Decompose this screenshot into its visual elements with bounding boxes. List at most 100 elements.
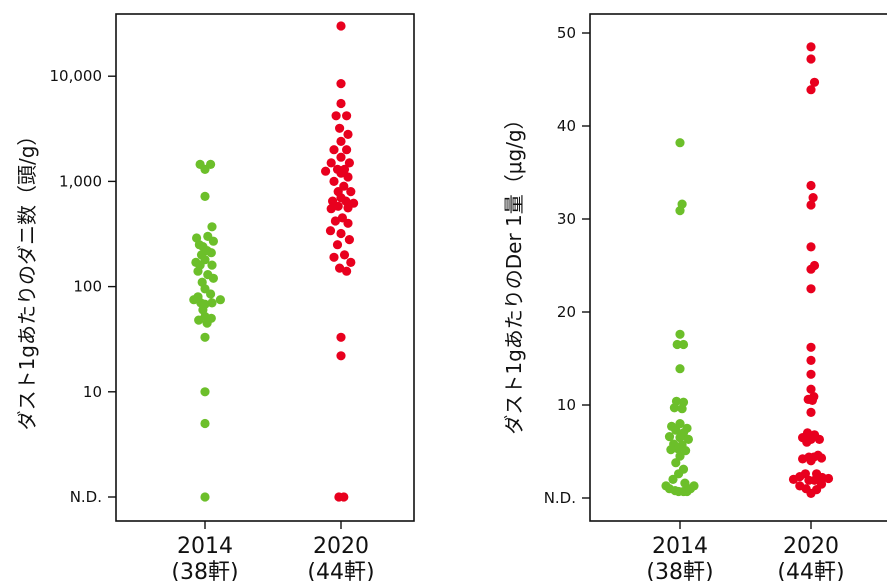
chart1-series1-point-4 xyxy=(207,222,217,232)
chart1-series1-point-34 xyxy=(200,332,210,342)
chart2-series2-point-23 xyxy=(814,434,825,444)
chart2-series2-point-24 xyxy=(802,437,812,447)
chart1-series1-point-11 xyxy=(206,248,216,258)
chart2-series2-point-5 xyxy=(808,193,818,203)
chart2-series1-point-18 xyxy=(683,434,694,444)
chart2-series2-point-2 xyxy=(809,77,820,87)
chart1-series2-point-16 xyxy=(336,168,346,178)
chart1-series1-point-32 xyxy=(194,315,204,325)
chart1-series2-point-40 xyxy=(342,266,352,276)
chart1-series2-point-6 xyxy=(343,129,353,139)
chart1-series2-point-9 xyxy=(342,145,352,155)
chart1-series2-point-15 xyxy=(321,166,331,176)
chart1-series1-point-22 xyxy=(206,289,216,299)
chart2-series2-point-12 xyxy=(806,355,816,365)
chart2-series1-point-28 xyxy=(668,474,678,484)
chart1-series2-point-35 xyxy=(332,240,343,250)
chart1-ytick-label-2: 100 xyxy=(73,278,102,296)
chart2-category-count-0: (38軒) xyxy=(646,560,713,581)
chart2-series1-point-36 xyxy=(674,486,684,497)
chart1-series2-point-41 xyxy=(336,332,346,342)
chart1-ytick-label-4: 10,000 xyxy=(50,67,103,85)
chart2-series2-point-14 xyxy=(806,384,816,394)
chart1-series2-point-32 xyxy=(325,226,336,236)
chart1-series2-point-5 xyxy=(335,123,345,133)
chart1-series2-point-27 xyxy=(343,203,353,213)
chart1-ytick-label-1: 10 xyxy=(83,383,102,401)
chart1-series2-point-0 xyxy=(336,21,346,31)
chart2-series2-point-18 xyxy=(806,407,816,417)
chart1-series1-point-37 xyxy=(200,492,210,502)
chart2-series2-point-3 xyxy=(806,85,816,95)
chart1-series1-point-3 xyxy=(200,191,210,201)
chart1-series1-point-7 xyxy=(208,236,218,246)
chart2-series1-point-24 xyxy=(675,451,685,461)
chart2-series1-point-11 xyxy=(675,419,685,429)
chart2-series1-point-29 xyxy=(680,478,690,488)
chart2-series2-point-0 xyxy=(806,42,816,52)
chart1-series2-point-3 xyxy=(331,111,341,121)
chart1-series2-point-21 xyxy=(346,187,356,197)
chart1-series1-point-27 xyxy=(207,298,217,308)
chart2-series1-point-16 xyxy=(664,432,675,442)
chart1-series2-point-36 xyxy=(339,250,350,260)
chart1-y-axis-label: ダスト1gあたりのダニ数（頭/g） xyxy=(15,126,39,431)
chart2-series1-point-37 xyxy=(682,486,692,497)
chart2-plot-frame xyxy=(589,13,887,522)
chart2-series2-point-13 xyxy=(806,369,816,379)
chart1-series1-point-33 xyxy=(202,318,212,328)
chart1-series2-point-17 xyxy=(343,172,353,182)
chart2-ytick-label-4: 40 xyxy=(557,117,576,135)
chart1-series2-point-2 xyxy=(336,98,346,109)
chart1-plot-frame xyxy=(115,13,415,522)
chart2-ytick-label-5: 50 xyxy=(557,24,576,42)
chart2-series1-point-3 xyxy=(675,329,685,339)
chart1-series2-point-28 xyxy=(326,204,336,214)
chart1-ytick-label-0: N.D. xyxy=(70,488,102,506)
chart1-series2-point-39 xyxy=(335,263,345,273)
chart2-ytick-label-1: 10 xyxy=(557,396,576,414)
chart1-series2-point-11 xyxy=(326,158,336,168)
chart2-series2-point-36 xyxy=(823,473,834,484)
chart2-series2-point-17 xyxy=(807,395,818,405)
chart2-series2-point-4 xyxy=(806,180,816,191)
chart2-series2-point-35 xyxy=(788,474,799,484)
chart1-series2-point-7 xyxy=(336,136,346,146)
chart2-ytick-label-3: 30 xyxy=(557,210,576,228)
chart1-category-count-1: (44軒) xyxy=(307,560,374,581)
chart1-series1-point-2 xyxy=(200,164,210,174)
chart1-category-count-0: (38軒) xyxy=(171,560,238,581)
chart2-series2-point-10 xyxy=(806,284,816,294)
chart1-series2-point-44 xyxy=(339,492,349,502)
chart2-category-count-1: (44軒) xyxy=(777,560,844,581)
chart1-series1-point-19 xyxy=(208,273,218,283)
chart2-series2-point-29 xyxy=(816,453,827,463)
chart2-series1-point-27 xyxy=(674,469,684,479)
chart2-series2-point-11 xyxy=(806,342,816,352)
chart2-series1-point-0 xyxy=(675,138,685,148)
chart1-series2-point-31 xyxy=(343,218,353,228)
chart2-series1-point-9 xyxy=(669,403,680,413)
chart2-series2-point-30 xyxy=(806,456,816,466)
chart2-series2-point-1 xyxy=(806,54,816,64)
chart1-series2-point-30 xyxy=(330,216,340,226)
chart1-series1-point-25 xyxy=(189,295,199,305)
chart2-series1-point-2 xyxy=(675,206,685,216)
chart1-series2-point-8 xyxy=(329,145,339,155)
chart2-series1-point-21 xyxy=(673,444,683,454)
chart2-series2-point-28 xyxy=(798,454,808,464)
chart2-series2-point-9 xyxy=(806,264,816,274)
chart2-series2-point-38 xyxy=(809,475,820,485)
chart1-series2-point-42 xyxy=(336,351,346,361)
chart2-ytick-label-0: N.D. xyxy=(544,489,576,507)
chart1-series2-point-10 xyxy=(336,152,346,162)
chart1-series2-point-38 xyxy=(346,257,356,267)
chart1-series2-point-26 xyxy=(333,201,343,211)
chart1-series2-point-1 xyxy=(336,79,346,89)
chart2-category-year-1: 2020 xyxy=(783,534,839,559)
chart1-series2-point-37 xyxy=(329,252,339,262)
chart2-series1-point-22 xyxy=(666,445,676,455)
chart2-series2-point-43 xyxy=(806,488,816,498)
chart2-series1-point-6 xyxy=(675,364,685,374)
